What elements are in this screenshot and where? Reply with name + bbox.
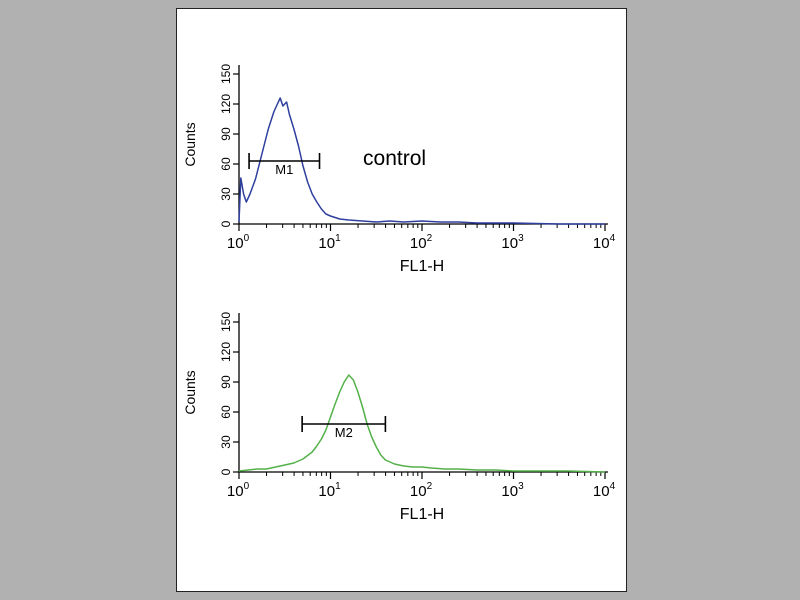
y-tick-label: 90	[219, 375, 233, 389]
x-axis-title: FL1-H	[400, 258, 444, 275]
x-tick-label: 100	[227, 481, 250, 500]
y-tick-label: 150	[219, 312, 233, 332]
y-tick-label: 120	[219, 94, 233, 114]
y-tick-label: 120	[219, 342, 233, 362]
x-tick-label: 102	[410, 481, 433, 500]
y-tick-label: 60	[219, 405, 233, 419]
figure-panel: 0 30 60 90 120 150 100 101 102 103 104 Counts FL1-H M…	[176, 8, 627, 592]
histogram-curve	[238, 374, 606, 473]
y-tick-label: 30	[219, 435, 233, 449]
y-tick-label: 30	[219, 187, 233, 201]
marker-label: M2	[335, 425, 353, 440]
x-tick-label: 104	[593, 233, 616, 252]
x-tick-label: 102	[410, 233, 433, 252]
x-tick-label: 100	[227, 233, 250, 252]
x-tick-label: 104	[593, 481, 616, 500]
x-tick-label: 101	[318, 233, 341, 252]
flow-histogram-bottom: 0 30 60 90 120 150 100 101 102 103 104 Counts FL1-H M…	[182, 312, 616, 523]
x-tick-label: 101	[318, 481, 341, 500]
x-tick-label: 103	[501, 233, 524, 252]
x-tick-label: 103	[501, 481, 524, 500]
y-tick-label: 90	[219, 127, 233, 141]
annotation-text: control	[363, 147, 426, 170]
flow-histogram-top: 0 30 60 90 120 150 100 101 102 103 104 Counts FL1-H M…	[182, 64, 616, 275]
marker-label: M1	[275, 162, 293, 177]
x-axis-title: FL1-H	[400, 506, 444, 523]
y-tick-label: 60	[219, 157, 233, 171]
y-tick-label: 0	[219, 220, 233, 227]
y-tick-label: 0	[219, 468, 233, 475]
y-axis-title: Counts	[182, 122, 198, 166]
y-tick-label: 150	[219, 64, 233, 84]
y-axis-title: Counts	[182, 370, 198, 414]
histogram-curve	[238, 97, 605, 225]
